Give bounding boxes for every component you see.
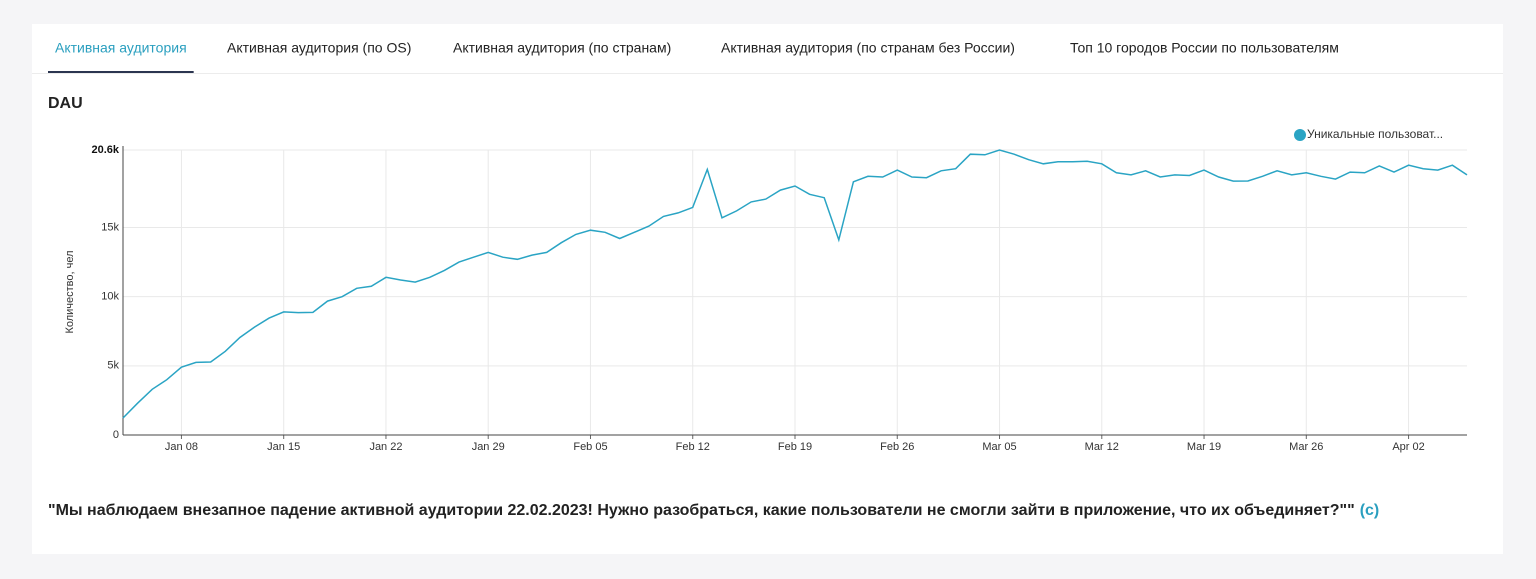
series-line xyxy=(122,149,1468,419)
x-tick-label: Apr 02 xyxy=(1392,441,1424,453)
x-tick-label: Mar 12 xyxy=(1085,441,1119,453)
quote-text: "Мы наблюдаем внезапное падение активной… xyxy=(48,502,1355,519)
x-tick-label: Jan 22 xyxy=(369,441,402,453)
x-tick-label: Feb 19 xyxy=(778,441,812,453)
signature: (c) xyxy=(1360,502,1380,519)
tab[interactable]: Активная аудитория (по OS) xyxy=(227,40,411,56)
quote: "Мы наблюдаем внезапное падение активной… xyxy=(48,502,1379,519)
y-tick-label: 20.6k xyxy=(91,144,119,156)
legend-marker[interactable] xyxy=(1294,129,1306,141)
tab[interactable]: Активная аудитория (по странам) xyxy=(453,40,671,56)
y-tick-label: 5k xyxy=(107,360,119,372)
y-tick-label: 15k xyxy=(101,221,119,233)
x-tick-label: Mar 26 xyxy=(1289,441,1323,453)
active-tab-indicator xyxy=(48,71,194,73)
plot: 0 5k 10k 15k 20.6k Jan 08 Jan 15 Jan 22 Jan 29 Fe… xyxy=(91,127,1468,453)
x-tick-label: Feb 26 xyxy=(880,441,914,453)
legend-label[interactable]: Уникальные пользоват... xyxy=(1307,127,1443,141)
panel-title: DAU xyxy=(48,95,83,112)
x-tick-label: Feb 05 xyxy=(573,441,607,453)
y-axis-label: Количество, чел xyxy=(64,250,76,333)
x-tick-label: Jan 29 xyxy=(472,441,505,453)
tab[interactable]: Топ 10 городов России по пользователям xyxy=(1070,40,1339,56)
tab[interactable]: Активная аудитория xyxy=(55,40,187,56)
y-tick-label: 10k xyxy=(101,291,119,303)
x-tick-label: Jan 15 xyxy=(267,441,300,453)
x-tick-label: Mar 19 xyxy=(1187,441,1221,453)
x-tick-label: Feb 12 xyxy=(676,441,710,453)
x-tick-label: Mar 05 xyxy=(982,441,1016,453)
tab[interactable]: Активная аудитория (по странам без Росси… xyxy=(721,40,1015,56)
y-tick-label: 0 xyxy=(113,429,119,441)
tab-bar: Активная аудитория Активная аудитория (по… xyxy=(48,40,1339,73)
x-tick-label: Jan 08 xyxy=(165,441,198,453)
card xyxy=(32,24,1503,554)
